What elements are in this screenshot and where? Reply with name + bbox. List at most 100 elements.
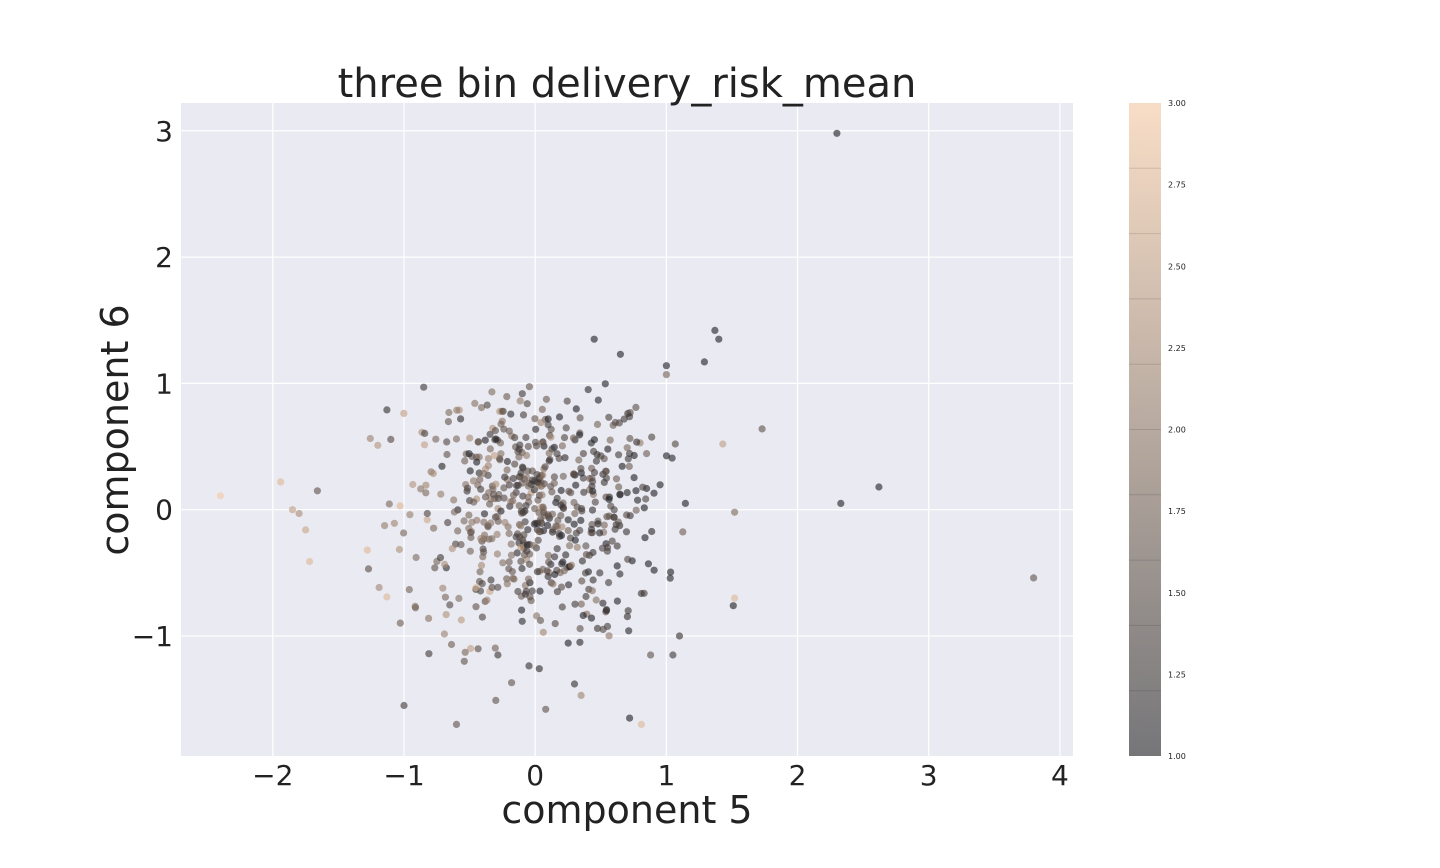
scatter-point <box>430 524 438 532</box>
scatter-point <box>444 519 452 527</box>
scatter-point <box>529 542 538 550</box>
scatter-point <box>632 403 640 411</box>
scatter-point <box>509 491 518 499</box>
scatter-point <box>487 519 495 527</box>
scatter-point <box>420 383 428 391</box>
scatter-point <box>642 495 650 503</box>
scatter-point <box>572 481 580 489</box>
scatter-point <box>364 565 373 573</box>
scatter-point <box>648 433 656 441</box>
scatter-point <box>582 551 591 559</box>
scatter-point <box>610 506 618 514</box>
scatter-point <box>488 388 496 396</box>
scatter-point <box>483 596 491 604</box>
scatter-point <box>555 530 563 538</box>
scatter-point <box>542 395 551 403</box>
scatter-point <box>558 603 566 611</box>
scatter-point <box>466 547 474 555</box>
scatter-point <box>602 474 611 482</box>
scatter-point <box>616 570 624 578</box>
scatter-point <box>460 517 468 525</box>
scatter-point <box>625 627 633 635</box>
scatter-point <box>516 533 524 541</box>
grid-lines <box>181 103 1073 756</box>
scatter-point <box>571 600 579 608</box>
scatter-point <box>509 574 517 582</box>
scatter-point <box>570 520 578 528</box>
scatter-point <box>508 679 516 687</box>
scatter-point <box>662 371 671 379</box>
scatter-point <box>491 644 499 652</box>
scatter-point <box>599 599 607 607</box>
scatter-point <box>441 593 449 601</box>
scatter-point <box>500 484 508 492</box>
scatter-point <box>596 569 604 577</box>
scatter-point <box>494 583 502 591</box>
scatter-point <box>499 407 507 415</box>
scatter-point <box>596 529 604 537</box>
scatter-point <box>534 536 542 544</box>
scatter-point <box>476 568 484 576</box>
scatter-point <box>616 350 625 358</box>
scatter-point <box>422 481 430 489</box>
scatter-point <box>501 473 509 481</box>
scatter-point <box>421 429 429 437</box>
scatter-point <box>539 565 547 574</box>
scatter-point <box>387 435 395 443</box>
scatter-point <box>564 639 572 647</box>
scatter-point <box>612 475 621 483</box>
scatter-point <box>634 496 642 504</box>
scatter-point <box>640 504 648 512</box>
scatter-point <box>517 557 525 566</box>
scatter-point <box>569 434 578 442</box>
scatter-point <box>484 462 492 470</box>
scatter-point <box>432 435 440 443</box>
scatter-point <box>562 551 570 559</box>
scatter-point <box>518 564 526 573</box>
scatter-point <box>499 559 507 567</box>
scatter-point <box>461 457 469 465</box>
scatter-point <box>461 648 469 656</box>
scatter-point <box>519 411 528 419</box>
scatter-point <box>457 541 465 549</box>
scatter-point <box>503 466 511 474</box>
scatter-point <box>587 439 595 447</box>
scatter-point <box>363 546 371 554</box>
scatter-point <box>731 508 739 516</box>
scatter-point <box>517 522 525 530</box>
scatter-point <box>669 651 677 659</box>
scatter-point <box>474 645 482 653</box>
scatter-point <box>465 450 473 458</box>
scatter-point <box>477 561 486 570</box>
y-tick-label: 0 <box>155 494 173 527</box>
scatter-point <box>467 533 475 542</box>
scatter-point <box>441 560 449 569</box>
scatter-point <box>591 498 599 506</box>
scatter-point <box>538 439 546 447</box>
colorbar-tick-label: 1.50 <box>1168 589 1186 598</box>
scatter-point <box>477 535 485 543</box>
scatter-point <box>567 561 576 569</box>
scatter-point <box>521 590 529 598</box>
scatter-point <box>400 529 408 537</box>
scatter-point <box>216 492 224 500</box>
scatter-point <box>522 433 530 442</box>
scatter-point <box>524 493 532 501</box>
scatter-point <box>1030 574 1038 582</box>
scatter-point <box>518 390 526 398</box>
scatter-point <box>517 543 525 552</box>
scatter-point <box>589 576 597 584</box>
scatter-point <box>442 611 450 619</box>
scatter-point <box>594 520 602 528</box>
scatter-point <box>519 464 527 472</box>
scatter-point <box>562 424 570 432</box>
scatter-point <box>758 425 766 433</box>
scatter-point <box>650 566 658 574</box>
scatter-point <box>561 454 569 462</box>
scatter-point <box>453 406 461 414</box>
scatter-point <box>626 714 634 722</box>
scatter-point <box>618 462 626 470</box>
scatter-point <box>477 485 485 493</box>
scatter-point <box>626 434 634 443</box>
scatter-point <box>525 662 533 670</box>
